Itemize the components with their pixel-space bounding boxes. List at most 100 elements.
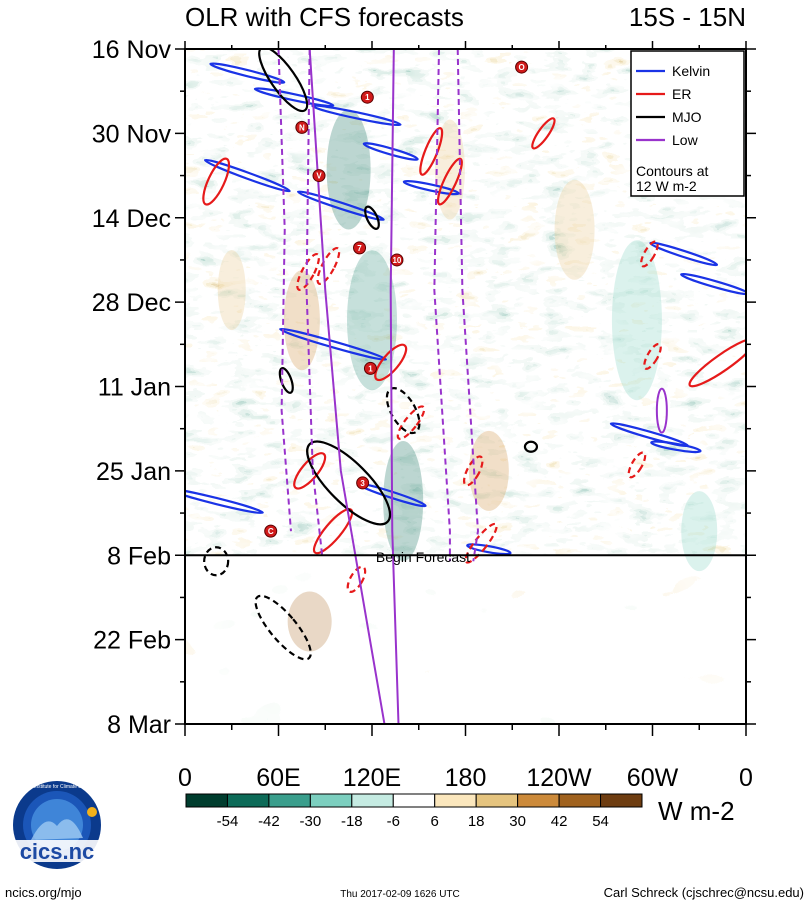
colorbar-swatch bbox=[434, 793, 477, 808]
legend: Kelvin ER MJO Low Contours at 12 W m-2 bbox=[630, 50, 745, 197]
y-tick-label: 14 Dec bbox=[92, 205, 171, 233]
cics-logo: Cooperative Institute for Climate and Sa… bbox=[6, 781, 109, 869]
storm-marker: 1 bbox=[363, 361, 377, 375]
er-wave bbox=[462, 455, 484, 487]
forecast-label: Begin Forecast bbox=[376, 549, 470, 565]
kelvin-wave bbox=[209, 62, 286, 84]
mjo-wave bbox=[254, 594, 312, 661]
kelvin-wave bbox=[253, 87, 335, 108]
legend-label: Low bbox=[672, 132, 699, 148]
y-tick-label: 30 Nov bbox=[92, 120, 172, 148]
y-tick-label: 25 Jan bbox=[96, 458, 171, 486]
mjo-wave bbox=[203, 546, 230, 577]
low-frequency-signal bbox=[456, 49, 479, 562]
storm-marker: C bbox=[264, 524, 278, 538]
chart-title: OLR with CFS forecasts bbox=[185, 2, 464, 32]
storm-marker: 7 bbox=[353, 241, 367, 255]
svg-text:7: 7 bbox=[357, 244, 362, 253]
low-frequency-signal bbox=[389, 49, 400, 724]
x-axis-labels: 0 60E 120E 180 120W 60W 0 bbox=[178, 764, 753, 792]
colorbar-tick-label: -30 bbox=[300, 813, 322, 830]
logo-text: cics.nc bbox=[20, 839, 95, 864]
low-frequency-signal bbox=[655, 387, 668, 434]
er-wave bbox=[531, 117, 556, 150]
colorbar-swatch bbox=[185, 793, 228, 808]
mjo-wave bbox=[523, 440, 539, 453]
colorbar bbox=[185, 793, 643, 808]
storm-marker: 10 bbox=[390, 253, 404, 267]
colorbar-swatch bbox=[392, 793, 436, 808]
colorbar-swatch bbox=[351, 793, 394, 808]
kelvin-wave bbox=[362, 142, 419, 161]
er-wave bbox=[688, 337, 746, 388]
legend-label: MJO bbox=[672, 109, 702, 125]
storm-marker: 1 bbox=[360, 90, 374, 104]
storm-marker: N bbox=[295, 120, 309, 134]
legend-entry-low: Low bbox=[636, 132, 699, 148]
er-wave bbox=[640, 240, 659, 268]
er-wave bbox=[202, 157, 231, 206]
y-tick-label: 22 Feb bbox=[93, 627, 171, 655]
er-wave bbox=[396, 405, 426, 440]
legend-entry-er: ER bbox=[636, 86, 691, 102]
er-wave bbox=[374, 343, 408, 382]
mjo-wave bbox=[258, 49, 309, 113]
colorbar-tick-label: 54 bbox=[592, 813, 609, 830]
svg-text:1: 1 bbox=[368, 364, 373, 373]
kelvin-wave bbox=[402, 179, 460, 196]
field-anomaly bbox=[554, 179, 595, 280]
field-anomaly bbox=[283, 270, 320, 371]
colorbar-tick-label: -54 bbox=[217, 813, 239, 830]
footer-timestamp: Thu 2017-02-09 1626 UTC bbox=[340, 889, 460, 900]
colorbar-tick-labels: -54 -42 -30 -18 -6 6 18 30 42 54 bbox=[217, 813, 609, 830]
er-wave bbox=[627, 451, 647, 479]
field-anomaly bbox=[611, 240, 662, 401]
legend-label: ER bbox=[672, 86, 691, 102]
kelvin-wave bbox=[279, 327, 388, 361]
chart-region: 15S - 15N bbox=[629, 2, 746, 32]
colorbar-tick-label: -18 bbox=[341, 813, 363, 830]
kelvin-wave bbox=[680, 272, 746, 296]
kelvin-wave bbox=[203, 158, 291, 193]
er-wave bbox=[643, 342, 662, 370]
svg-text:N: N bbox=[299, 123, 305, 132]
colorbar-tick-label: 30 bbox=[509, 813, 526, 830]
y-tick-label: 8 Feb bbox=[107, 542, 171, 570]
y-tick-label: 11 Jan bbox=[98, 374, 171, 402]
kelvin-wave bbox=[650, 440, 702, 454]
svg-text:3: 3 bbox=[360, 479, 365, 488]
kelvin-wave bbox=[296, 190, 385, 221]
svg-text:10: 10 bbox=[392, 256, 401, 265]
field-anomaly bbox=[287, 591, 332, 652]
y-axis-labels: 16 Nov 30 Nov 14 Dec 28 Dec 11 Jan 25 Jan 8 Fe… bbox=[92, 36, 172, 739]
legend-note-line1: Contours at bbox=[636, 163, 708, 179]
colorbar-tick-label: -6 bbox=[387, 813, 400, 830]
storm-marker: O bbox=[515, 60, 529, 74]
low-frequency-signal bbox=[433, 49, 451, 562]
colorbar-swatch bbox=[309, 793, 353, 808]
footer-author: Carl Schreck (cjschrec@ncsu.edu) bbox=[604, 885, 804, 900]
svg-text:C: C bbox=[268, 527, 274, 536]
axis-ticks bbox=[175, 41, 756, 736]
colorbar-tick-label: -42 bbox=[258, 813, 280, 830]
legend-entry-kelvin: Kelvin bbox=[636, 63, 710, 79]
er-wave bbox=[312, 507, 354, 555]
colorbar-swatch bbox=[268, 793, 311, 808]
colorbar-tick-label: 42 bbox=[551, 813, 568, 830]
field-anomaly bbox=[681, 491, 718, 572]
low-frequency-signal bbox=[305, 49, 324, 556]
colorbar-units: W m-2 bbox=[658, 796, 735, 826]
colorbar-tick-label: 18 bbox=[468, 813, 485, 830]
er-wave bbox=[296, 253, 320, 291]
y-tick-label: 16 Nov bbox=[92, 36, 172, 64]
field-anomaly bbox=[217, 250, 246, 331]
x-tick-label: 0 bbox=[178, 764, 192, 792]
kelvin-wave bbox=[185, 487, 264, 515]
colorbar-tick-label: 6 bbox=[431, 813, 439, 830]
legend-label: Kelvin bbox=[672, 63, 710, 79]
field-anomaly bbox=[468, 430, 509, 511]
low-frequency-signal bbox=[277, 49, 292, 532]
x-tick-label: 60W bbox=[627, 764, 679, 792]
logo-ring-text: Cooperative Institute for Climate and Sa… bbox=[6, 784, 109, 790]
er-wave bbox=[346, 565, 367, 593]
